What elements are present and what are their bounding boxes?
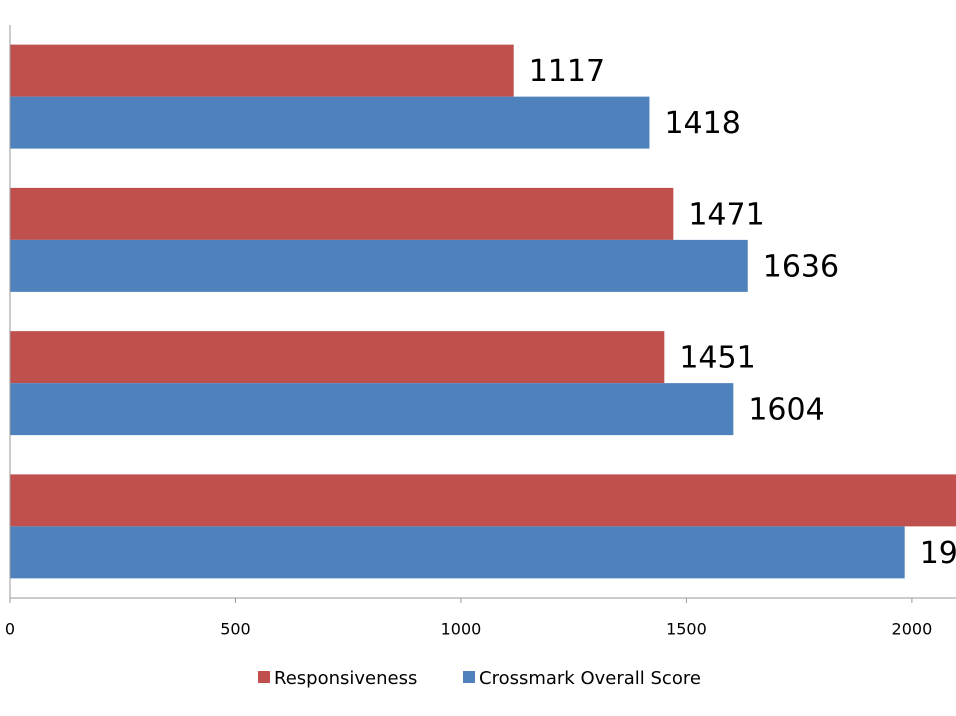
x-tick-label: 500 [220, 620, 251, 639]
value-label: 1604 [748, 393, 824, 428]
value-label: 1471 [688, 197, 764, 232]
x-tick-label: 0 [5, 620, 15, 639]
legend-swatch [463, 671, 475, 683]
x-tick-label: 1000 [441, 620, 482, 639]
legend-label: Responsiveness [274, 668, 417, 689]
legend-swatch [258, 671, 270, 683]
bar [10, 526, 905, 579]
x-tick-label: 1500 [666, 620, 707, 639]
value-label: 1451 [679, 341, 755, 376]
bar [10, 383, 734, 436]
legend-label: Crossmark Overall Score [479, 668, 701, 689]
value-label: 1636 [763, 249, 839, 284]
value-label: 1117 [529, 54, 605, 89]
bar [10, 331, 665, 384]
bar [10, 187, 674, 240]
bar [10, 96, 650, 149]
bar [10, 239, 748, 292]
value-label: 1418 [664, 106, 740, 141]
bar [10, 44, 514, 97]
bar [10, 474, 956, 527]
value-label: 1984 [920, 536, 956, 571]
x-tick-label: 2000 [892, 620, 933, 639]
